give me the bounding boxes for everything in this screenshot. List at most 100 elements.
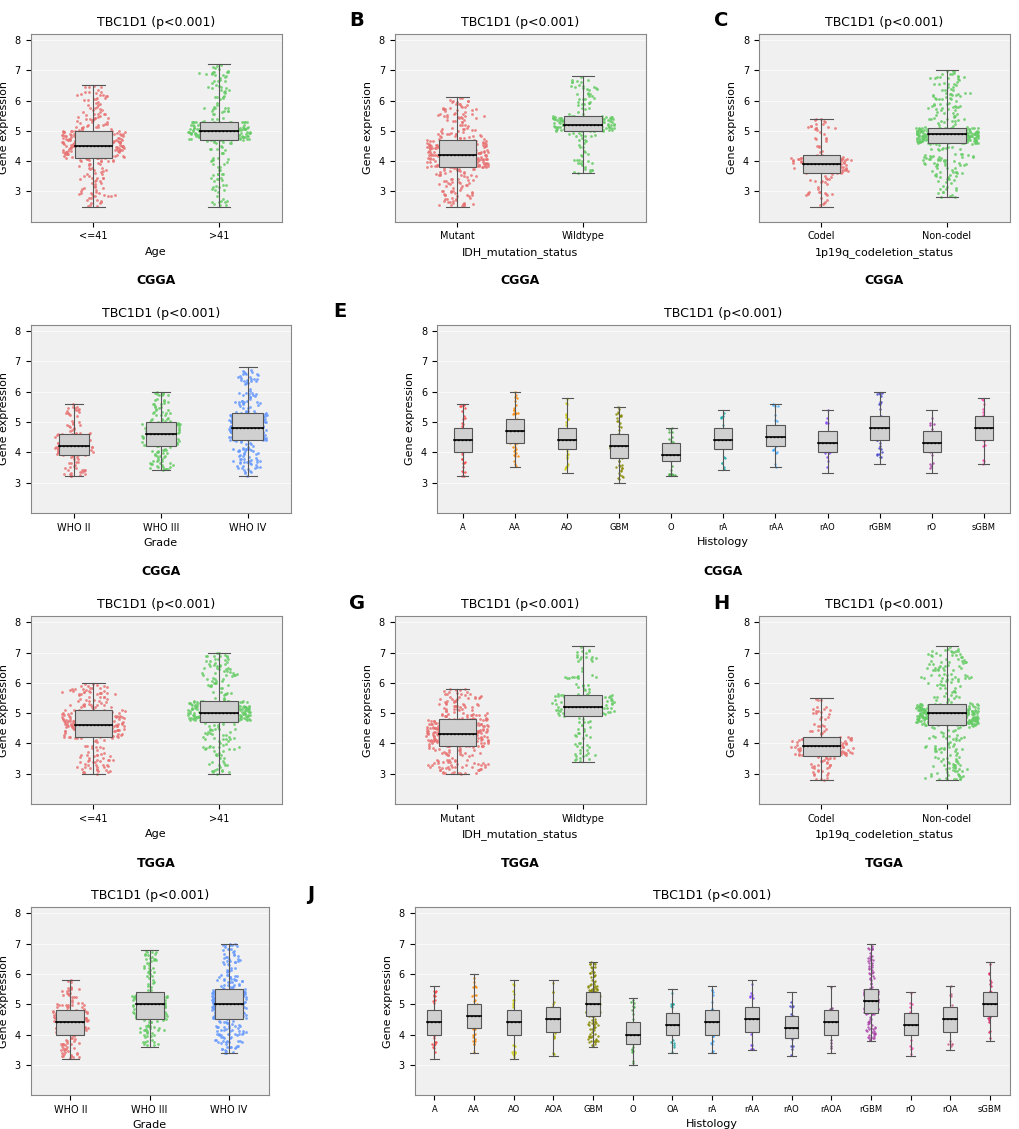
Point	[235, 453, 252, 471]
Point	[223, 121, 239, 139]
Point	[71, 1018, 88, 1036]
Point	[229, 457, 246, 475]
Point	[212, 749, 228, 767]
Point	[785, 1026, 801, 1044]
Point	[449, 160, 466, 178]
Point	[251, 428, 267, 446]
Point	[953, 651, 969, 669]
Point	[69, 112, 86, 130]
Point	[432, 152, 448, 170]
Point	[588, 992, 604, 1010]
Point	[66, 128, 83, 146]
Point	[947, 181, 963, 199]
Point	[96, 676, 112, 694]
Point	[512, 427, 528, 445]
Point	[581, 1001, 597, 1019]
Point	[917, 716, 933, 734]
Point	[954, 121, 970, 139]
Point	[945, 682, 961, 700]
Point	[715, 423, 732, 441]
Point	[827, 729, 844, 747]
Point	[569, 667, 585, 685]
Point	[945, 124, 961, 142]
Point	[704, 1019, 720, 1038]
Point	[823, 1021, 840, 1039]
Point	[65, 1022, 82, 1040]
Point	[446, 725, 463, 743]
Point	[800, 743, 816, 761]
Point	[216, 691, 232, 709]
Point	[461, 129, 477, 147]
Point	[928, 698, 945, 716]
Point	[84, 438, 100, 456]
Point	[222, 978, 238, 996]
Point	[953, 123, 969, 141]
Point	[561, 112, 578, 130]
Point	[234, 1023, 251, 1041]
Point	[208, 999, 224, 1017]
Point	[613, 467, 630, 485]
Point	[50, 434, 66, 452]
Point	[93, 724, 109, 742]
Point	[470, 723, 486, 741]
Point	[124, 997, 141, 1015]
Point	[445, 693, 462, 711]
Point	[603, 113, 620, 131]
Point	[863, 981, 879, 999]
Point	[922, 427, 938, 445]
Point	[561, 431, 578, 449]
Point	[74, 1003, 91, 1021]
Point	[209, 995, 225, 1013]
Point	[914, 703, 930, 721]
X-axis label: Grade: Grade	[144, 539, 177, 548]
Point	[859, 948, 875, 966]
Point	[937, 124, 954, 142]
Point	[95, 721, 111, 739]
Point	[945, 755, 961, 773]
Point	[136, 1009, 152, 1027]
Point	[969, 123, 985, 141]
Point	[662, 997, 679, 1015]
Point	[920, 414, 936, 432]
Point	[571, 76, 587, 94]
Point	[764, 427, 781, 445]
Point	[924, 660, 941, 679]
Bar	[927, 128, 965, 143]
Point	[223, 973, 239, 991]
Point	[215, 1021, 231, 1039]
Point	[232, 431, 249, 449]
Point	[77, 1009, 94, 1027]
Point	[872, 443, 889, 461]
Point	[434, 124, 450, 142]
Point	[923, 434, 940, 452]
Point	[909, 133, 925, 151]
Point	[627, 1029, 643, 1047]
Point	[55, 710, 71, 728]
Point	[613, 441, 630, 460]
Point	[147, 991, 163, 1009]
Point	[818, 160, 835, 178]
Point	[915, 703, 931, 721]
Point	[70, 450, 87, 469]
Point	[206, 172, 222, 190]
Point	[462, 151, 478, 169]
Point	[150, 418, 166, 436]
Point	[202, 657, 218, 675]
Point	[148, 984, 164, 1003]
Point	[141, 959, 157, 977]
Point	[57, 430, 73, 448]
Point	[64, 1013, 81, 1031]
Point	[73, 995, 90, 1013]
Point	[209, 1022, 225, 1040]
Point	[582, 988, 598, 1006]
Point	[440, 174, 457, 192]
Point	[235, 362, 252, 380]
Point	[585, 1018, 601, 1036]
Point	[959, 700, 975, 718]
Point	[113, 715, 129, 733]
Point	[945, 64, 961, 82]
Point	[510, 404, 526, 422]
Point	[505, 1045, 522, 1064]
Point	[841, 743, 857, 761]
Point	[571, 709, 587, 727]
